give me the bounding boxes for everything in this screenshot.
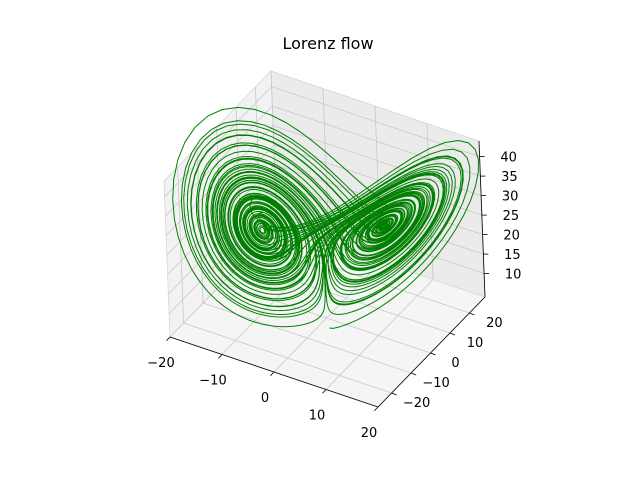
y-tick-label: 10: [467, 336, 484, 351]
gridline-y-floor: [241, 262, 451, 334]
y-tick-label: 20: [486, 316, 503, 331]
y-tick-mark: [449, 332, 456, 336]
x-tick-mark: [218, 354, 223, 359]
gridline-z-left: [165, 105, 273, 217]
chart-title: Lorenz flow: [282, 34, 373, 53]
z-tick-label: 15: [504, 248, 521, 263]
x-tick-label: 10: [309, 409, 326, 424]
x-tick-label: −10: [199, 374, 226, 389]
x-tick-mark: [270, 371, 275, 376]
z-axis-line: [478, 140, 486, 298]
gridline-y-floor: [222, 282, 431, 354]
x-tick-label: −20: [147, 356, 174, 371]
x-tick-label: 20: [361, 426, 378, 441]
gridline-z-back: [271, 86, 480, 157]
y-tick-label: −10: [422, 376, 449, 391]
gridline-y-floor: [183, 322, 392, 394]
z-tick-label: 10: [505, 268, 522, 283]
x-tick-mark: [374, 406, 379, 411]
x-tick-mark: [322, 389, 327, 394]
y-tick-label: 0: [451, 356, 459, 371]
x-tick-label: 0: [261, 391, 269, 406]
gridline-z-left: [166, 144, 275, 256]
y-tick-mark: [391, 392, 397, 396]
x-tick-mark: [166, 336, 171, 341]
z-tick-label: 20: [503, 229, 520, 244]
gridline-z-back: [273, 144, 482, 216]
z-tick-label: 40: [500, 151, 517, 166]
z-tick-label: 30: [502, 190, 519, 205]
series-line-lorenz: [172, 106, 479, 329]
z-tick-label: 35: [501, 170, 518, 185]
gridline-x-floor: [325, 279, 434, 390]
axes-lines: [166, 140, 490, 411]
y-tick-mark: [410, 372, 417, 376]
y-tick-mark: [430, 352, 436, 356]
y-axis-line: [377, 296, 486, 408]
series-layer: [172, 106, 479, 329]
y-tick-mark: [469, 312, 475, 316]
y-tick-label: −20: [403, 396, 430, 411]
z-tick-label: 25: [503, 209, 520, 224]
